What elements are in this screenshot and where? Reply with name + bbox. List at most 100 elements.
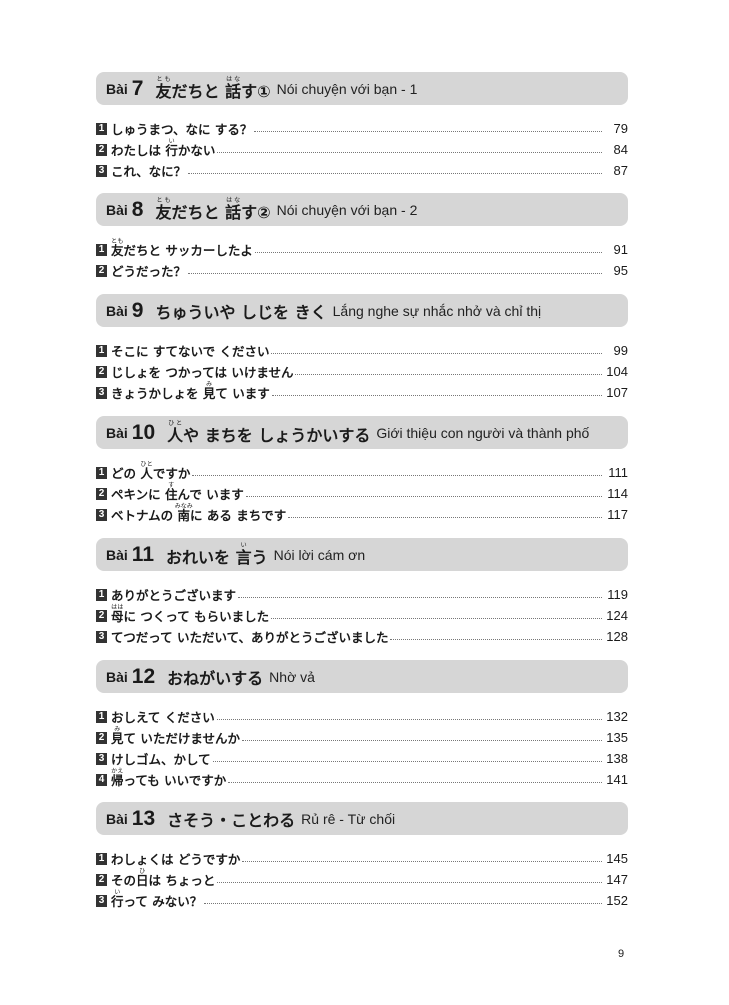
text-segment: だちと bbox=[171, 202, 226, 222]
furigana: ひと bbox=[140, 461, 153, 468]
entry-title: 見みて いただけませんか bbox=[111, 726, 240, 747]
toc-entry[interactable]: 1 そこに すてないで ください 99 bbox=[96, 339, 628, 360]
entry-page-number: 114 bbox=[607, 486, 628, 501]
lesson-title-vi: Giới thiệu con người và thành phố bbox=[376, 424, 590, 441]
furigana: はな bbox=[225, 196, 242, 204]
lesson-prefix: Bài bbox=[106, 546, 128, 563]
toc-entry[interactable]: 2 ペキンに 住すんで います 114 bbox=[96, 482, 628, 503]
lesson-number: 9 bbox=[131, 298, 144, 322]
entry-number-badge: 3 bbox=[96, 895, 107, 907]
dot-leader bbox=[295, 374, 602, 375]
text-segment: かない bbox=[177, 143, 216, 158]
entry-page-number: 84 bbox=[613, 142, 628, 157]
lesson-header: Bài 7 友ともだちと 話はなす① Nói chuyện với bạn - 1 bbox=[96, 72, 628, 105]
text-segment: ちゅういや しじを きく bbox=[155, 302, 327, 322]
furigana: い bbox=[165, 138, 178, 145]
furigana-word: 見み bbox=[111, 726, 124, 746]
lesson-title-vi: Lắng nghe sự nhắc nhở và chỉ thị bbox=[332, 302, 542, 319]
entry-number-badge: 3 bbox=[96, 509, 107, 521]
lesson-title-vi: Nói lời cám ơn bbox=[273, 546, 366, 563]
entry-title: ありがとうございます bbox=[111, 585, 236, 604]
toc-entry[interactable]: 2 わたしは 行いかない 84 bbox=[96, 138, 628, 159]
entry-title: けしゴム、かして bbox=[111, 749, 211, 768]
kanji: 話 bbox=[225, 202, 242, 222]
text-segment: う bbox=[251, 547, 268, 567]
lesson-number: 12 bbox=[131, 664, 156, 688]
text-segment: おねがいする bbox=[167, 668, 264, 688]
toc-entry[interactable]: 3 これ、なに？ 87 bbox=[96, 159, 628, 180]
dot-leader bbox=[188, 173, 602, 174]
lesson-prefix: Bài bbox=[106, 302, 128, 319]
lesson-title-jp: 友ともだちと 話はなす① bbox=[155, 76, 270, 102]
entry-title: その日ひは ちょっと bbox=[111, 868, 215, 889]
toc-entry[interactable]: 2 見みて いただけませんか 135 bbox=[96, 726, 628, 747]
toc-entry[interactable]: 1 友ともだちと サッカーしたよ 91 bbox=[96, 238, 628, 259]
text-segment: きょうかしょを bbox=[111, 386, 203, 401]
toc-entry[interactable]: 3 てつだって いただいて、ありがとうございました 128 bbox=[96, 625, 628, 646]
lesson-items: 1 どの 人ひとですか 111 2 ペキンに 住すんで います 114 3 ベトナムの 南みな… bbox=[96, 461, 628, 524]
lesson-title-vi: Nói chuyện với bạn - 1 bbox=[276, 80, 418, 97]
toc-entry[interactable]: 3 きょうかしょを 見みて います 107 bbox=[96, 381, 628, 402]
toc-entry[interactable]: 2 どうだった？ 95 bbox=[96, 259, 628, 280]
text-segment: そこに すてないで ください bbox=[111, 344, 270, 359]
lesson-header: Bài 13 さそう・ことわる Rủ rê - Từ chối bbox=[96, 802, 628, 835]
toc-entry[interactable]: 3 ベトナムの 南みなみに ある まちです 117 bbox=[96, 503, 628, 524]
toc-entry[interactable]: 1 どの 人ひとですか 111 bbox=[96, 461, 628, 482]
entry-number-badge: 2 bbox=[96, 488, 107, 500]
dot-leader bbox=[271, 353, 602, 354]
toc-entry[interactable]: 4 帰かえっても いいですか 141 bbox=[96, 768, 628, 789]
entry-title: 母ははに つくって もらいました bbox=[111, 604, 269, 625]
toc-entry[interactable]: 2 じしょを つかっては いけません 104 bbox=[96, 360, 628, 381]
entry-number-badge: 1 bbox=[96, 589, 107, 601]
toc-entry[interactable]: 1 おしえて ください 132 bbox=[96, 705, 628, 726]
lesson-items: 1 しゅうまつ、なに する？ 79 2 わたしは 行いかない 84 3 これ、なに？ 87 bbox=[96, 117, 628, 180]
kanji: 言 bbox=[235, 547, 252, 567]
entry-title: どうだった？ bbox=[111, 261, 186, 280]
toc-entry[interactable]: 1 ありがとうございます 119 bbox=[96, 583, 628, 604]
entry-page-number: 128 bbox=[606, 629, 628, 644]
lesson-number: 7 bbox=[131, 76, 144, 100]
lesson-header: Bài 8 友ともだちと 話はなす② Nói chuyện với bạn - 2 bbox=[96, 193, 628, 226]
dot-leader bbox=[217, 152, 602, 153]
entry-number-badge: 2 bbox=[96, 610, 107, 622]
lesson-number: 8 bbox=[131, 197, 144, 221]
entry-title: じしょを つかっては いけません bbox=[111, 362, 293, 381]
entry-page-number: 152 bbox=[606, 893, 628, 908]
entry-number-badge: 1 bbox=[96, 123, 107, 135]
entry-number-badge: 2 bbox=[96, 144, 107, 156]
entry-page-number: 119 bbox=[607, 587, 628, 602]
entry-title: どの 人ひとですか bbox=[111, 461, 190, 482]
kanji: 行 bbox=[165, 143, 178, 158]
lesson-number: 11 bbox=[131, 542, 154, 566]
toc-entry[interactable]: 3 行いって みない？ 152 bbox=[96, 889, 628, 910]
furigana: み bbox=[202, 381, 216, 388]
lesson-prefix: Bài bbox=[106, 810, 128, 827]
toc-entry[interactable]: 1 しゅうまつ、なに する？ 79 bbox=[96, 117, 628, 138]
lesson-number: 10 bbox=[131, 420, 156, 444]
dot-leader bbox=[204, 903, 602, 904]
kanji: 見 bbox=[111, 731, 124, 746]
lesson-section: Bài 10 人ひとや まちを しょうかいする Giới thiệu con ngườ… bbox=[96, 416, 628, 524]
furigana: ひと bbox=[167, 419, 184, 427]
text-segment: ですか bbox=[152, 466, 191, 481]
kanji: 話 bbox=[225, 81, 242, 101]
dot-leader bbox=[216, 719, 602, 720]
entry-number-badge: 3 bbox=[96, 753, 107, 765]
dot-leader bbox=[390, 639, 602, 640]
toc-entry[interactable]: 2 母ははに つくって もらいました 124 bbox=[96, 604, 628, 625]
toc-entry[interactable]: 3 けしゴム、かして 138 bbox=[96, 747, 628, 768]
furigana: はな bbox=[225, 75, 242, 83]
lesson-title-jp: ちゅういや しじを きく bbox=[155, 299, 326, 323]
text-segment: どうだった？ bbox=[111, 264, 187, 279]
text-segment: って みない？ bbox=[123, 894, 203, 909]
lesson-items: 1 おしえて ください 132 2 見みて いただけませんか 135 3 けしゴム、かして 13… bbox=[96, 705, 628, 789]
toc-entry[interactable]: 2 その日ひは ちょっと 147 bbox=[96, 868, 628, 889]
entry-number-badge: 3 bbox=[96, 387, 107, 399]
toc-entry[interactable]: 1 わしょくは どうですか 145 bbox=[96, 847, 628, 868]
dot-leader bbox=[228, 782, 602, 783]
furigana-word: 人ひと bbox=[140, 461, 153, 481]
text-segment: しゅうまつ、なに する？ bbox=[111, 122, 253, 137]
entry-page-number: 91 bbox=[613, 242, 628, 257]
entry-title: わたしは 行いかない bbox=[111, 138, 215, 159]
entry-title: しゅうまつ、なに する？ bbox=[111, 119, 252, 138]
